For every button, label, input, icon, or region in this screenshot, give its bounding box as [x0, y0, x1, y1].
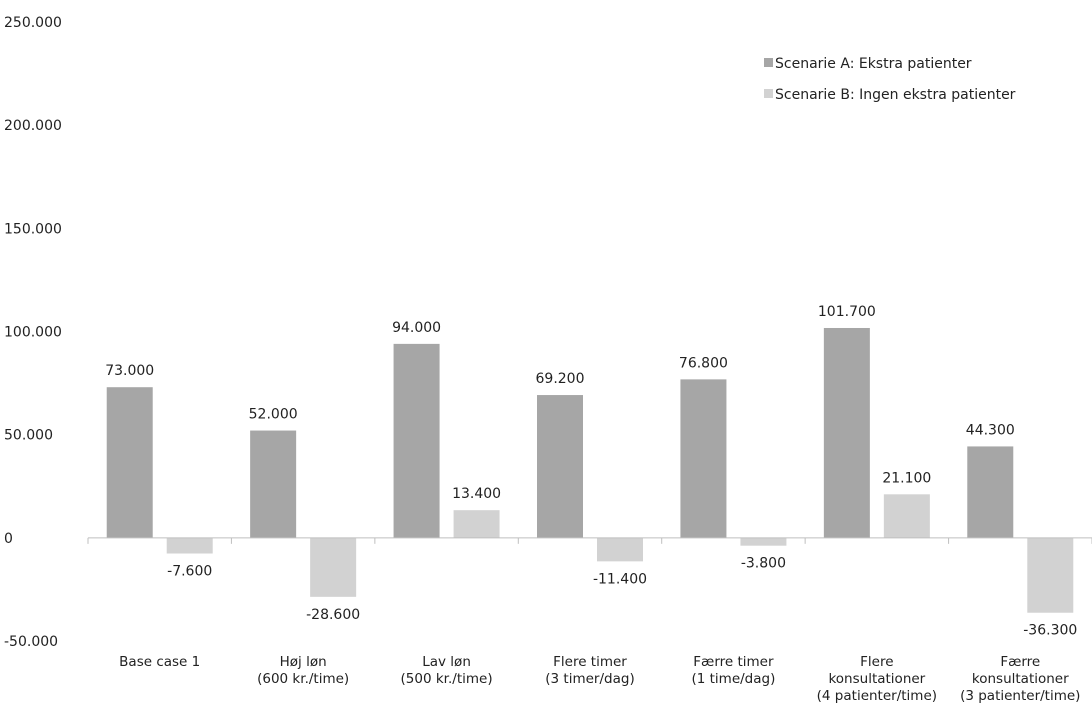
y-tick-label: 150.000 [4, 221, 62, 237]
data-label: -7.600 [167, 564, 212, 580]
bar-scenario-a [537, 395, 583, 538]
bar-scenario-b [453, 510, 500, 538]
bar-scenario-b [883, 494, 930, 538]
category-label: (3 timer/dag) [545, 671, 634, 687]
category-label: Lav løn [422, 654, 471, 670]
data-label: 13.400 [452, 486, 501, 502]
category-label: konsultationer [972, 671, 1069, 687]
y-tick-label: 50.000 [4, 428, 53, 444]
category-label: (500 kr./time) [401, 671, 493, 687]
data-label: 44.300 [966, 422, 1015, 438]
y-tick-label: 0 [4, 531, 13, 547]
data-label: 73.000 [105, 363, 154, 379]
category-labels: Base case 1 Høj løn(600 kr./time)Lav løn(… [119, 654, 1080, 704]
y-tick-label: 200.000 [4, 118, 62, 134]
category-label: Flere [860, 654, 893, 670]
y-axis-tick-labels: -50.000 0 50.000 100.000 150.000 200.000 250.0… [4, 15, 62, 650]
category-label: Flere timer [553, 654, 627, 670]
bar-scenario-a [823, 327, 870, 538]
y-tick-label: 250.000 [4, 15, 62, 31]
bars [106, 327, 1074, 613]
legend: Scenarie A: Ekstra patienter Scenarie B: … [764, 56, 1016, 103]
category-label: (600 kr./time) [257, 671, 349, 687]
bar-scenario-a [967, 446, 1014, 538]
category-label: Høj løn [280, 654, 327, 670]
category-label: Base case 1 [119, 654, 200, 670]
data-label: 21.100 [882, 470, 931, 486]
data-label: -11.400 [593, 571, 647, 587]
legend-label: Scenarie B: Ingen ekstra patienter [775, 87, 1016, 103]
data-label: -36.300 [1023, 623, 1077, 639]
bar-scenario-b [740, 537, 787, 546]
bar-scenario-a [393, 343, 440, 538]
bar-scenario-a [106, 387, 153, 538]
category-label: (1 time/dag) [691, 671, 775, 687]
y-tick-label: -50.000 [4, 634, 58, 650]
data-label: 94.000 [392, 320, 441, 336]
bar-scenario-a [680, 379, 727, 538]
category-label: (4 patienter/time) [817, 688, 937, 704]
data-label: 76.800 [679, 355, 728, 371]
bar-scenario-b [166, 537, 213, 554]
data-label: 69.200 [536, 371, 585, 387]
data-labels: 73.000 -7.600 52.000 -28.600 94.000 13.400 69.… [105, 304, 1077, 639]
category-label: Færre timer [693, 654, 774, 670]
category-label: Færre [1000, 654, 1040, 670]
category-label: konsultationer [828, 671, 925, 687]
legend-label: Scenarie A: Ekstra patienter [775, 56, 972, 72]
data-label: 52.000 [249, 407, 298, 423]
bar-scenario-b [1027, 537, 1074, 613]
data-label: -3.800 [741, 556, 786, 572]
data-label: 101.700 [818, 304, 876, 320]
bar-scenario-b [597, 537, 643, 562]
bar-scenario-b [310, 537, 357, 597]
category-label: (3 patienter/time) [960, 688, 1080, 704]
bar-scenario-a [250, 430, 297, 538]
y-tick-label: 100.000 [4, 325, 62, 341]
x-axis-ticks [87, 537, 1092, 544]
legend-swatch-scenario-a [764, 58, 773, 67]
legend-swatch-scenario-b [764, 89, 773, 98]
data-label: -28.600 [306, 607, 360, 623]
